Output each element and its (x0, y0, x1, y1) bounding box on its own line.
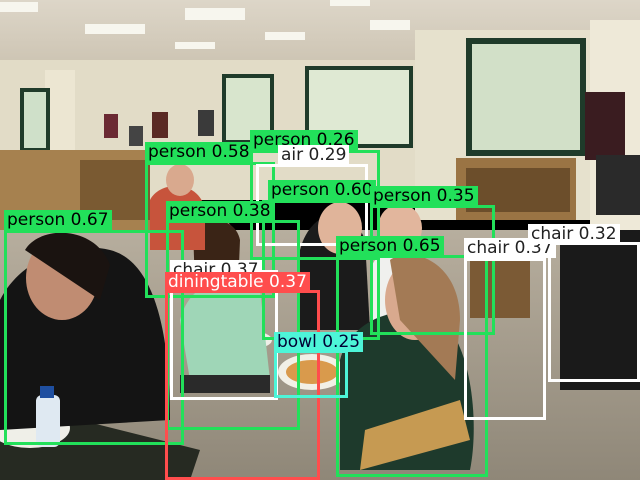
detection-label: air 0.29 (278, 145, 350, 165)
detection-label: chair 0.32 (528, 224, 620, 244)
detection-label: person 0.65 (336, 236, 444, 256)
detection-box-chair (464, 258, 546, 420)
detection-box-person (4, 230, 184, 445)
ceiling-light (85, 24, 145, 34)
detection-label: person 0.35 (370, 186, 478, 206)
ceiling-light (175, 42, 215, 49)
detection-label: diningtable 0.37 (165, 272, 310, 292)
detection-box-person (336, 255, 488, 477)
detection-label: person 0.60 (268, 180, 376, 200)
ceiling-light (370, 20, 410, 30)
detection-label: person 0.58 (145, 142, 253, 162)
ceiling-light (0, 2, 38, 12)
ceiling-light (185, 8, 245, 20)
detection-box-person (370, 205, 495, 335)
detection-label: person 0.38 (166, 201, 274, 221)
ceiling-light (265, 32, 305, 40)
detection-label: person 0.67 (4, 210, 112, 230)
detection-label: bowl 0.25 (274, 332, 364, 352)
detection-box-chair (548, 242, 640, 382)
ceiling-light (330, 0, 370, 6)
detection-box-bowl (274, 350, 348, 398)
